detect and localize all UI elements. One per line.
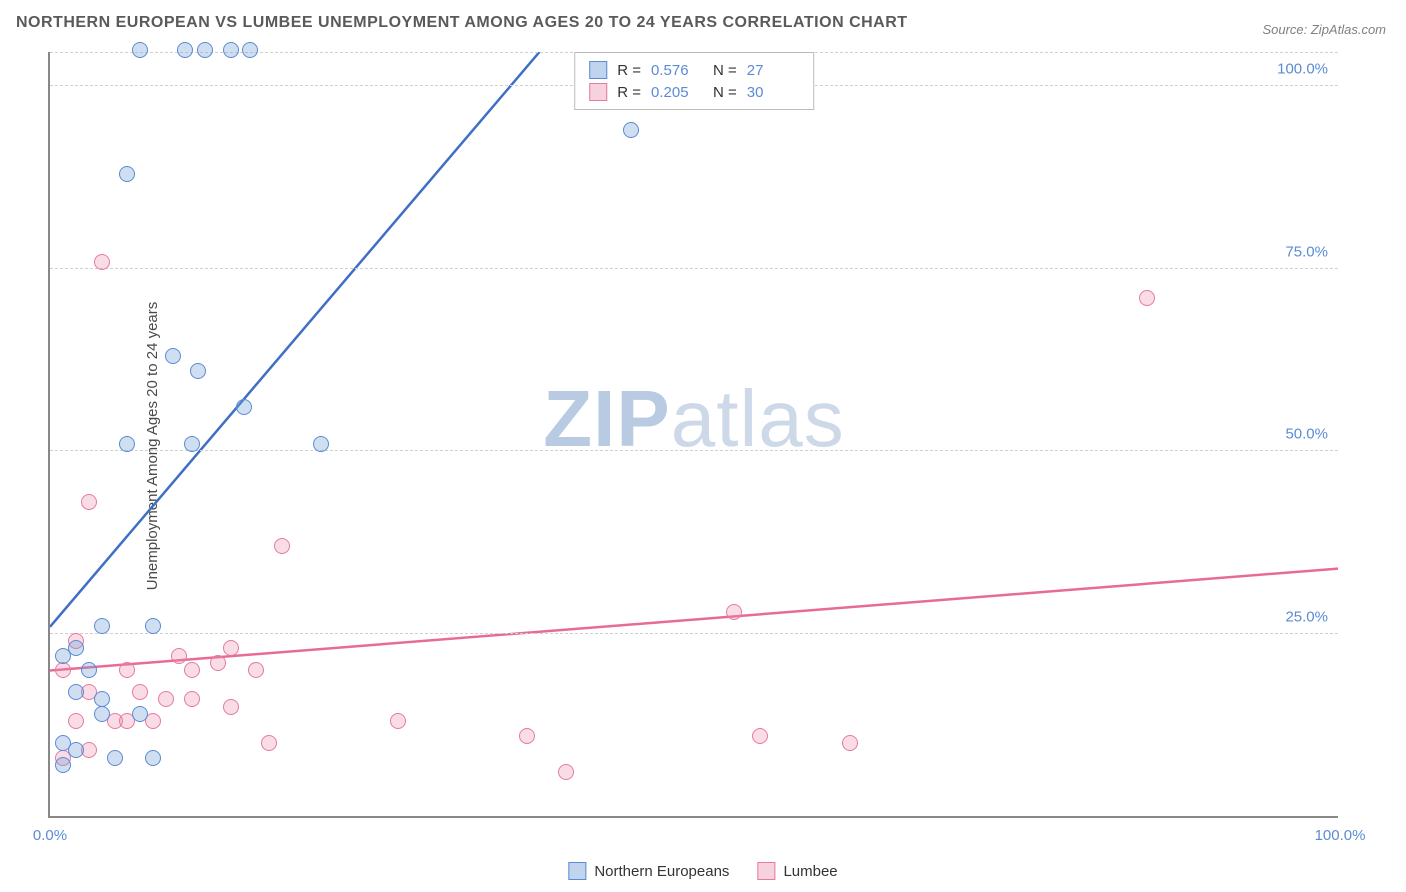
legend-label: Northern Europeans xyxy=(594,863,729,880)
data-point xyxy=(274,538,290,554)
data-point xyxy=(94,691,110,707)
legend-n-label: N = xyxy=(713,62,737,79)
series-legend: Northern Europeans Lumbee xyxy=(568,862,837,880)
trend-line xyxy=(50,52,539,627)
data-point xyxy=(752,728,768,744)
x-tick-label: 100.0% xyxy=(1315,827,1366,844)
data-point xyxy=(223,42,239,58)
trend-lines xyxy=(50,52,1338,816)
data-point xyxy=(68,713,84,729)
data-point xyxy=(107,750,123,766)
data-point xyxy=(171,648,187,664)
data-point xyxy=(184,662,200,678)
y-tick-label: 75.0% xyxy=(1285,243,1328,260)
legend-label: Lumbee xyxy=(783,863,837,880)
data-point xyxy=(158,691,174,707)
legend-swatch xyxy=(568,862,586,880)
legend-r-value: 0.576 xyxy=(651,62,703,79)
legend-n-value: 30 xyxy=(747,84,799,101)
data-point xyxy=(223,640,239,656)
legend-r-label: R = xyxy=(617,84,641,101)
data-point xyxy=(68,684,84,700)
correlation-legend: R = 0.576 N = 27 R = 0.205 N = 30 xyxy=(574,52,814,110)
data-point xyxy=(81,494,97,510)
data-point xyxy=(94,254,110,270)
source-attribution: Source: ZipAtlas.com xyxy=(1262,22,1386,37)
data-point xyxy=(184,436,200,452)
data-point xyxy=(132,706,148,722)
data-point xyxy=(558,764,574,780)
data-point xyxy=(726,604,742,620)
data-point xyxy=(55,757,71,773)
data-point xyxy=(68,742,84,758)
data-point xyxy=(842,735,858,751)
legend-row: R = 0.576 N = 27 xyxy=(589,59,799,81)
data-point xyxy=(190,363,206,379)
legend-r-value: 0.205 xyxy=(651,84,703,101)
data-point xyxy=(132,684,148,700)
scatter-plot: ZIPatlas R =0.576N =27R =0.205N =30 25.0… xyxy=(48,52,1338,818)
data-point xyxy=(145,618,161,634)
y-tick-label: 50.0% xyxy=(1285,426,1328,443)
data-point xyxy=(81,662,97,678)
legend-swatch xyxy=(589,83,607,101)
y-tick-label: 25.0% xyxy=(1285,608,1328,625)
data-point xyxy=(119,436,135,452)
x-tick-label: 0.0% xyxy=(33,827,67,844)
data-point xyxy=(623,122,639,138)
data-point xyxy=(165,348,181,364)
legend-row: R = 0.205 N = 30 xyxy=(589,81,799,103)
legend-swatch xyxy=(589,61,607,79)
data-point xyxy=(94,706,110,722)
y-tick-label: 100.0% xyxy=(1277,61,1328,78)
data-point xyxy=(132,42,148,58)
gridline xyxy=(50,633,1338,634)
legend-n-label: N = xyxy=(713,84,737,101)
data-point xyxy=(145,750,161,766)
data-point xyxy=(68,640,84,656)
gridline xyxy=(50,268,1338,269)
data-point xyxy=(519,728,535,744)
chart-title: NORTHERN EUROPEAN VS LUMBEE UNEMPLOYMENT… xyxy=(16,14,908,32)
gridline xyxy=(50,450,1338,451)
data-point xyxy=(236,399,252,415)
data-point xyxy=(223,699,239,715)
legend-item: Lumbee xyxy=(757,862,837,880)
data-point xyxy=(242,42,258,58)
data-point xyxy=(184,691,200,707)
data-point xyxy=(248,662,264,678)
data-point xyxy=(1139,290,1155,306)
legend-r-label: R = xyxy=(617,62,641,79)
data-point xyxy=(119,662,135,678)
legend-item: Northern Europeans xyxy=(568,862,729,880)
data-point xyxy=(261,735,277,751)
data-point xyxy=(55,662,71,678)
trend-line xyxy=(50,569,1338,671)
data-point xyxy=(313,436,329,452)
data-point xyxy=(390,713,406,729)
legend-n-value: 27 xyxy=(747,62,799,79)
data-point xyxy=(197,42,213,58)
legend-swatch xyxy=(757,862,775,880)
data-point xyxy=(94,618,110,634)
data-point xyxy=(210,655,226,671)
data-point xyxy=(177,42,193,58)
data-point xyxy=(119,166,135,182)
